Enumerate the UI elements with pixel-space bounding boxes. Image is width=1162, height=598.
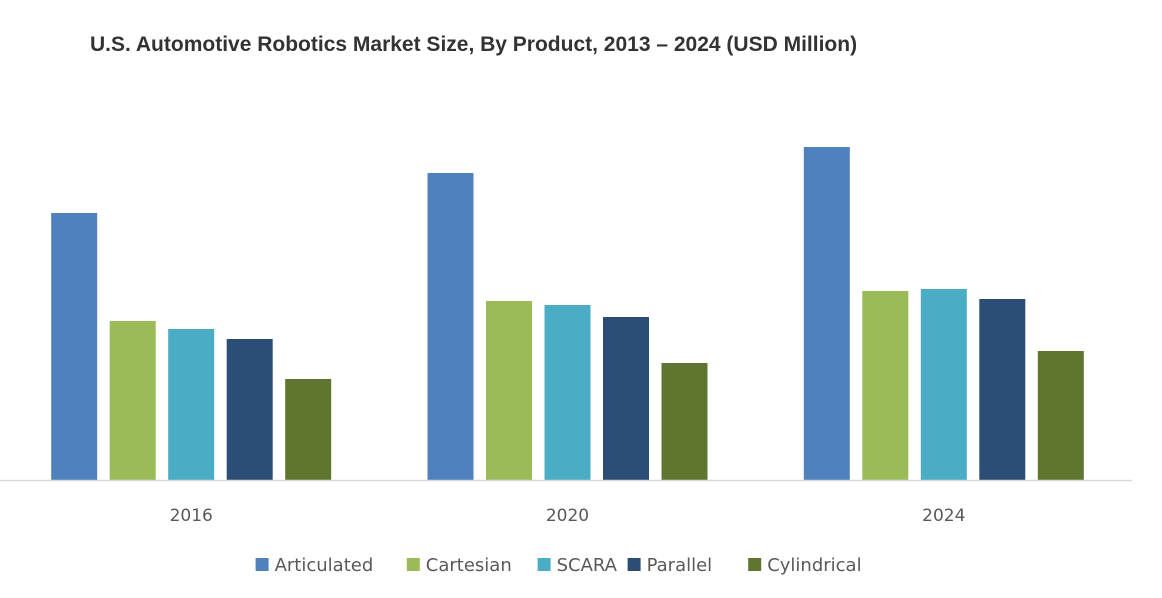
legend-label-parallel: Parallel [647, 555, 713, 576]
bar-scara-2024 [920, 289, 967, 480]
legend-swatch-articulated [255, 558, 269, 571]
bar-cylindrical-2020 [661, 363, 708, 480]
legend-label-articulated: Articulated [275, 555, 374, 576]
bars-group [51, 147, 1084, 480]
bar-cartesian-2020 [486, 301, 532, 480]
x-tick-label: 2016 [170, 506, 213, 526]
bar-cylindrical-2016 [285, 379, 332, 480]
chart-title: U.S. Automotive Robotics Market Size, By… [90, 33, 858, 56]
legend-swatch-cylindrical [748, 558, 762, 571]
bar-articulated-2016 [51, 213, 98, 480]
legend-swatch-cartesian [406, 558, 420, 571]
legend-swatch-scara [537, 558, 551, 571]
legend-label-scara: SCARA [557, 555, 618, 576]
bar-parallel-2024 [979, 299, 1026, 480]
bar-parallel-2016 [226, 339, 273, 480]
bar-scara-2020 [544, 305, 591, 480]
bar-parallel-2020 [603, 317, 649, 480]
bar-articulated-2020 [427, 173, 474, 480]
x-tick-label: 2024 [922, 506, 965, 526]
bar-cartesian-2024 [862, 291, 909, 480]
legend: Articulated Cartesian SCARA Parallel Cylindr… [255, 555, 862, 576]
legend-label-cartesian: Cartesian [426, 555, 512, 576]
bar-scara-2016 [168, 329, 215, 480]
legend-swatch-parallel [627, 558, 641, 571]
x-tick-label: 2020 [546, 506, 589, 526]
legend-label-cylindrical: Cylindrical [767, 555, 861, 576]
bar-articulated-2024 [803, 147, 850, 480]
x-tick-labels: 2016 2020 2024 [170, 506, 966, 526]
bar-cylindrical-2024 [1037, 351, 1084, 480]
bar-cartesian-2016 [109, 321, 156, 480]
